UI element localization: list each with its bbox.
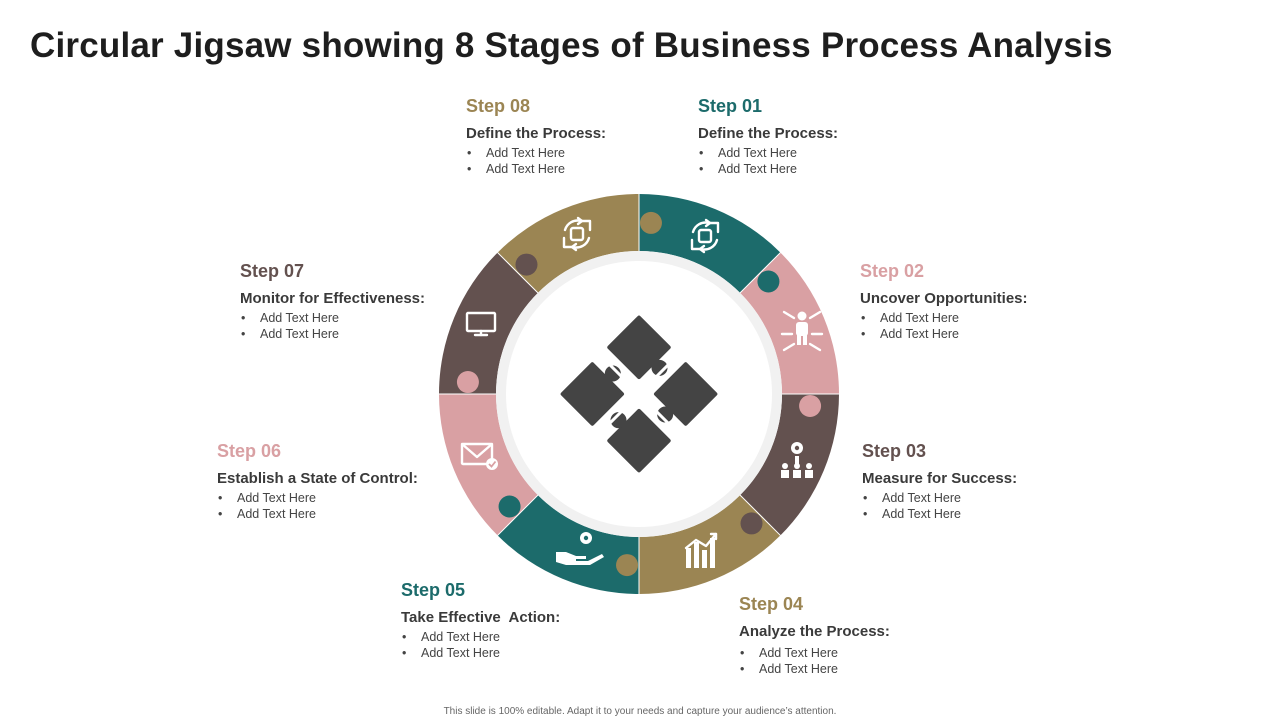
jigsaw-knob: [498, 495, 521, 518]
segment-divider: [497, 494, 539, 536]
step-number: Step 06: [217, 441, 282, 461]
jigsaw-knob: [456, 371, 479, 394]
bullet-item: Add Text Here: [860, 326, 1100, 342]
process-cycle-icon: [690, 218, 720, 254]
bullet-item: Add Text Here: [240, 310, 480, 326]
email-check-icon: [460, 442, 494, 466]
step-number: Step 07: [240, 261, 305, 281]
bullet-item: Add Text Here: [698, 145, 938, 161]
bullet-item: Add Text Here: [862, 506, 1102, 522]
step-heading: Take Effective Action:: [401, 609, 561, 626]
step-04: Step 04 Analyze the Process: Add Text He…: [739, 594, 979, 677]
step-number: Step 02: [860, 261, 925, 281]
bullet-item: Add Text Here: [240, 326, 480, 342]
segment-divider: [739, 494, 781, 536]
bullet-item: Add Text Here: [217, 490, 457, 506]
bullet-item: Add Text Here: [401, 629, 641, 645]
ring-segment-5: [497, 495, 639, 594]
jigsaw-knob: [515, 253, 538, 276]
bullet-item: Add Text Here: [739, 661, 979, 677]
step-heading: Monitor for Effectiveness:: [240, 290, 426, 307]
ring-segment-3: [740, 394, 839, 536]
step-05: Step 05 Take Effective Action: Add Text …: [401, 580, 641, 661]
bullet-item: Add Text Here: [698, 161, 938, 177]
footer-note: This slide is 100% editable. Adapt it to…: [443, 706, 837, 717]
bullet-item: Add Text Here: [860, 310, 1100, 326]
step-07: Step 07 Monitor for Effectiveness: Add T…: [240, 261, 480, 342]
step-heading: Measure for Success:: [862, 470, 1018, 487]
ring-segment-1: [639, 194, 781, 293]
jigsaw-knob: [799, 394, 822, 417]
step-number: Step 01: [698, 96, 763, 116]
step-06: Step 06 Establish a State of Control: Ad…: [217, 441, 457, 522]
step-number: Step 05: [401, 580, 466, 600]
puzzle-pieces-icon: [560, 315, 718, 473]
step-03: Step 03 Measure for Success: Add Text He…: [862, 441, 1102, 522]
ring-segment-7: [439, 252, 538, 394]
step-number: Step 04: [739, 594, 804, 614]
jigsaw-knob: [639, 211, 662, 234]
process-cycle-icon: [562, 216, 592, 252]
step-heading: Define the Process:: [698, 125, 839, 142]
step-heading: Analyze the Process:: [739, 623, 890, 640]
bullet-item: Add Text Here: [862, 490, 1102, 506]
step-01: Step 01 Define the Process: Add Text Her…: [698, 96, 938, 177]
bullet-item: Add Text Here: [466, 161, 706, 177]
step-number: Step 03: [862, 441, 927, 461]
slide-title: Circular Jigsaw showing 8 Stages of Busi…: [30, 26, 1113, 65]
step-heading: Define the Process:: [466, 125, 607, 142]
jigsaw-knob: [757, 270, 780, 293]
jigsaw-knob: [740, 512, 763, 535]
bullet-item: Add Text Here: [466, 145, 706, 161]
segment-divider: [739, 252, 781, 294]
jigsaw-knob: [616, 554, 639, 577]
person-arrows-icon: [780, 310, 824, 352]
step-heading: Uncover Opportunities:: [860, 290, 1028, 307]
step-08: Step 08 Define the Process: Add Text Her…: [466, 96, 706, 177]
step-02: Step 02 Uncover Opportunities: Add Text …: [860, 261, 1100, 342]
bullet-item: Add Text Here: [739, 645, 979, 661]
bullet-item: Add Text Here: [401, 645, 641, 661]
step-number: Step 08: [466, 96, 531, 116]
bullet-item: Add Text Here: [217, 506, 457, 522]
step-heading: Establish a State of Control:: [217, 470, 418, 487]
segment-divider: [497, 252, 539, 294]
